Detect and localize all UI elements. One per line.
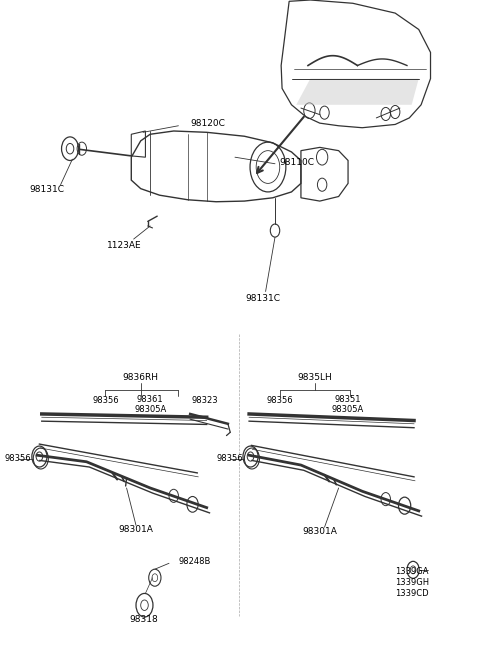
Text: 98110C: 98110C [280, 158, 315, 167]
Text: 98305A: 98305A [332, 405, 364, 414]
Text: 98318: 98318 [129, 615, 158, 624]
Text: 98248B: 98248B [179, 557, 211, 567]
Text: 98356: 98356 [266, 396, 293, 405]
Text: 98301A: 98301A [302, 527, 337, 536]
Text: 1339GA: 1339GA [395, 567, 429, 576]
Text: 98131C: 98131C [246, 293, 281, 303]
Text: 1123AE: 1123AE [107, 241, 142, 250]
Text: 1339GH: 1339GH [395, 578, 429, 587]
Text: 98120C: 98120C [190, 119, 225, 128]
Text: 98361: 98361 [137, 395, 164, 404]
Text: 98323: 98323 [191, 396, 217, 405]
Text: 98301A: 98301A [119, 525, 154, 534]
Text: 1339CD: 1339CD [395, 589, 429, 598]
Polygon shape [296, 79, 419, 105]
Text: 9835LH: 9835LH [298, 373, 333, 383]
Text: 98351: 98351 [335, 395, 361, 404]
Text: 98356: 98356 [216, 454, 243, 463]
Text: 98305A: 98305A [134, 405, 166, 414]
Text: 98131C: 98131C [29, 185, 64, 195]
Text: 98356: 98356 [5, 454, 31, 463]
Text: 98356: 98356 [92, 396, 119, 405]
Text: 9836RH: 9836RH [123, 373, 159, 383]
